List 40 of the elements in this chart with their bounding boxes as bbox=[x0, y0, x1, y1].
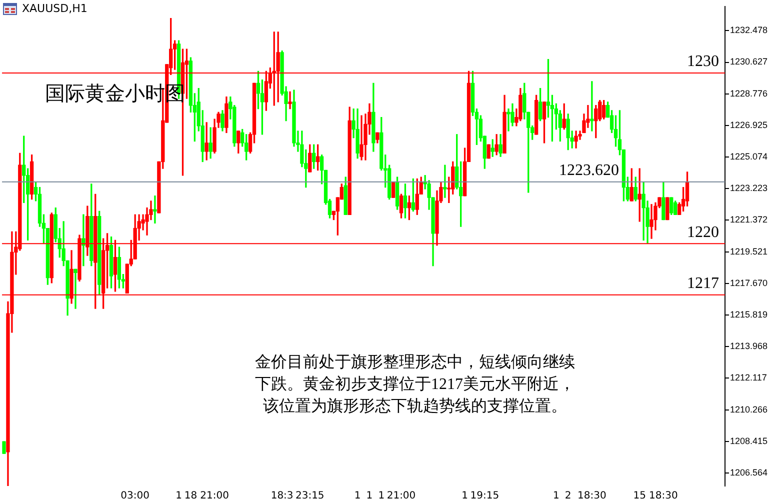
x-tick-label: 19:15 bbox=[470, 490, 500, 502]
ref-line-label: 1220 bbox=[687, 224, 719, 241]
y-tick-label: 1226.925 bbox=[730, 120, 768, 130]
candlestick bbox=[2, 441, 6, 454]
x-tick-label: 15 bbox=[633, 490, 646, 502]
x-tick-label: 18:30 bbox=[578, 490, 606, 502]
x-tick-label: 18:3 bbox=[270, 490, 294, 502]
y-tick-label: 1230.627 bbox=[730, 56, 768, 67]
y-tick-label: 1206.564 bbox=[730, 467, 768, 478]
y-tick-label: 1217.670 bbox=[730, 278, 768, 288]
x-tick-label: 18 bbox=[184, 490, 198, 502]
x-tick-label: 1 bbox=[366, 490, 373, 502]
y-tick-label: 1210.266 bbox=[730, 404, 768, 414]
y-tick-label: 1232.478 bbox=[730, 25, 768, 36]
x-tick-label: 03:00 bbox=[120, 490, 150, 502]
ref-line-label: 1230 bbox=[687, 53, 719, 70]
annotation: 金价目前处于旗形整理形态中，短线倾向继续下跌。黄金初步支撑位于1217美元水平附近，该位置为旗形形态下轨趋势线的支撑位置。 bbox=[254, 352, 576, 417]
y-tick-label: 1223.223 bbox=[730, 183, 768, 194]
y-tick-label: 1225.074 bbox=[730, 152, 768, 162]
x-tick-label: 1 bbox=[552, 490, 560, 502]
x-tick-label: 1 bbox=[462, 490, 468, 502]
x-tick-label: 21:00 bbox=[386, 490, 416, 502]
y-tick-label: 1208.415 bbox=[730, 436, 768, 446]
y-tick-label: 1213.968 bbox=[730, 341, 768, 352]
x-tick-label: 2 bbox=[564, 490, 572, 502]
x-tick-label: 18:30 bbox=[649, 490, 678, 502]
y-tick-label: 1228.776 bbox=[730, 88, 768, 98]
x-tick-label: 23:15 bbox=[295, 490, 324, 502]
chart-title: XAUUSD,H1 bbox=[22, 2, 88, 15]
x-tick-label: 21:00 bbox=[200, 490, 229, 502]
candlestick bbox=[666, 197, 670, 220]
y-tick-label: 1219.521 bbox=[730, 246, 768, 256]
ref-line-label: 1217 bbox=[687, 275, 719, 292]
x-tick-label: 1 bbox=[378, 490, 385, 502]
y-tick-label: 1221.372 bbox=[730, 214, 768, 225]
ref-line-label: 1223.620 bbox=[559, 162, 619, 180]
y-tick-label: 1212.117 bbox=[730, 372, 767, 383]
y-tick-label: 1215.819 bbox=[730, 309, 768, 320]
x-tick-label: 1 bbox=[354, 490, 361, 502]
x-tick-label: 1 bbox=[176, 490, 182, 502]
